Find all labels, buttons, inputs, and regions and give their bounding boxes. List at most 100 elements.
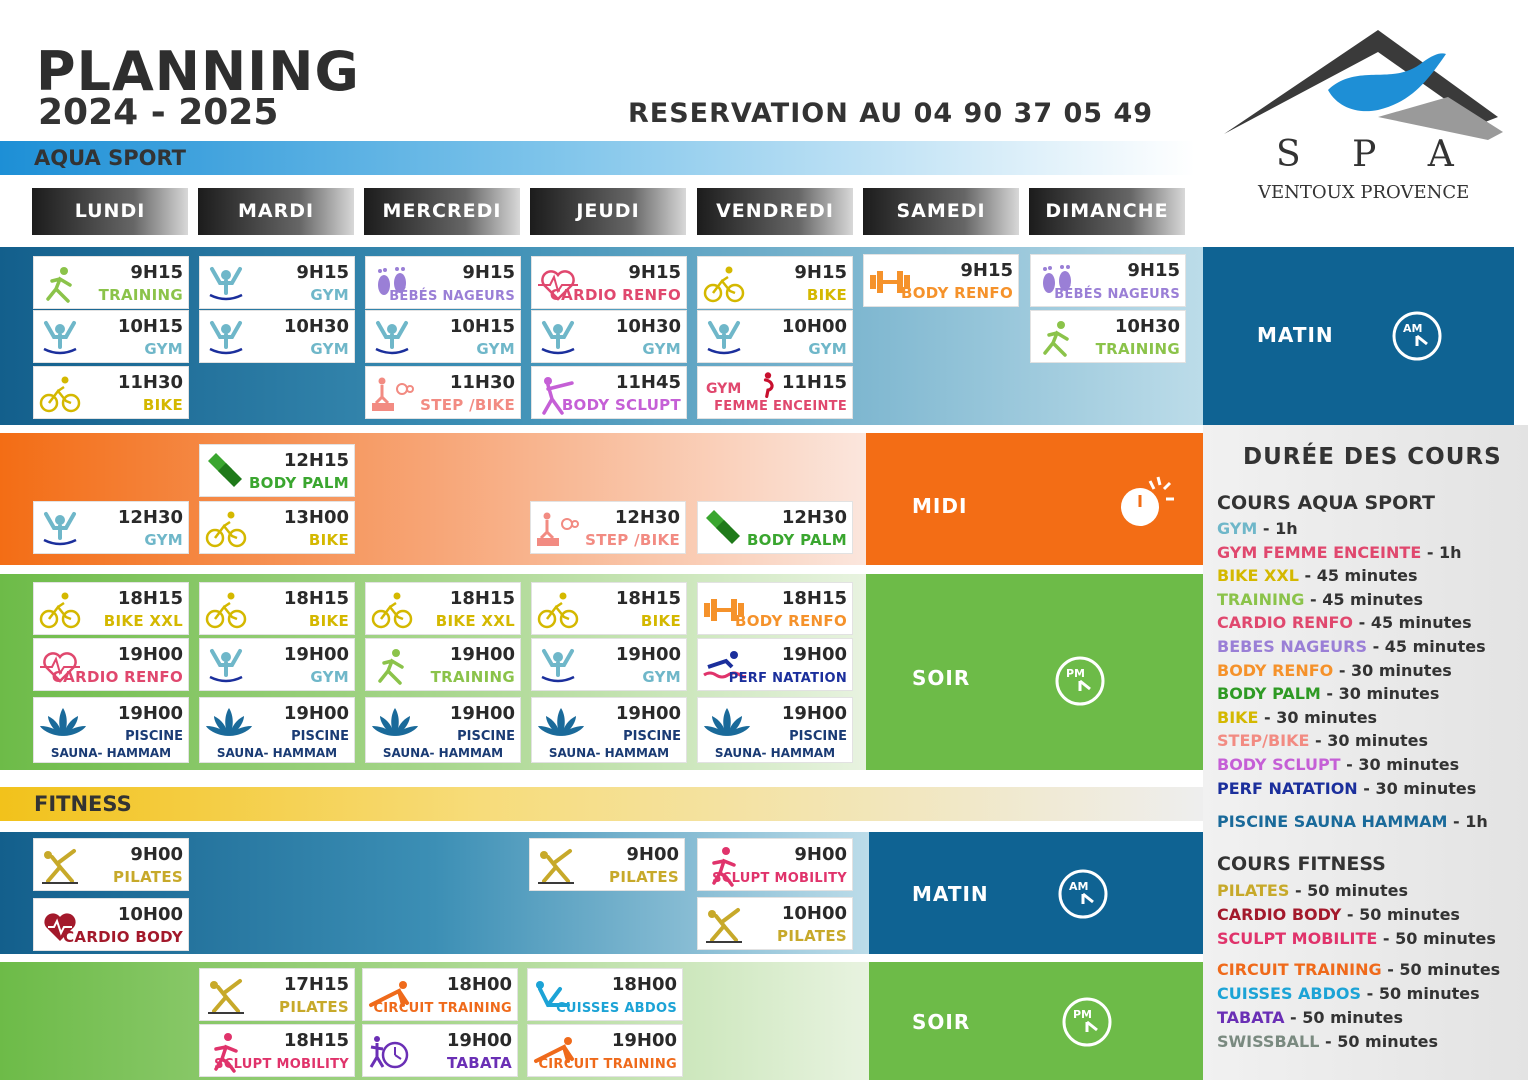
bike-icon xyxy=(38,373,82,415)
class-card: 9H15 BODY RENFO xyxy=(863,254,1019,307)
class-card: 11H30 BIKE xyxy=(33,366,189,419)
aqua-gym-icon xyxy=(204,645,248,687)
class-card: 18H00 CUISSES ABDOS xyxy=(527,968,683,1021)
class-name: CARDIO RENFO xyxy=(549,286,681,304)
class-card: 10H30 GYM xyxy=(199,310,355,363)
class-name: BODY RENFO xyxy=(901,284,1013,302)
pushup-icon xyxy=(532,1031,576,1073)
duration-course: CARDIO RENFO xyxy=(1217,613,1354,633)
reservation-phone: RESERVATION AU 04 90 37 05 49 xyxy=(628,98,1154,129)
page-title: PLANNING xyxy=(36,40,360,103)
duration-course: CUISSES ABDOS xyxy=(1217,984,1362,1003)
aqua-gym-icon xyxy=(204,263,248,305)
spa-line2: SAUNA- HAMMAM xyxy=(50,746,172,760)
class-card: 12H30 GYM xyxy=(33,501,189,554)
lotus-icon xyxy=(204,702,254,742)
class-name: BODY PALM xyxy=(248,474,349,492)
duration-value: - 30 minutes xyxy=(1357,778,1477,798)
class-card: 17H15 PILATES xyxy=(199,968,355,1021)
duration-course: BIKE XXL xyxy=(1217,566,1299,586)
heart-pulse-icon xyxy=(536,263,580,305)
class-time: 9H15 xyxy=(794,262,847,283)
duration-course: CARDIO BODY xyxy=(1217,905,1342,924)
class-time: 10H30 xyxy=(615,316,681,337)
class-time: 19H00 xyxy=(449,644,515,665)
class-card: 9H00 SCLUPT MOBILITY xyxy=(697,838,853,891)
class-card-spa: 19H00 PISCINE SAUNA- HAMMAM xyxy=(697,697,853,763)
class-name: CIRCUIT TRAINING xyxy=(538,1057,677,1072)
class-card: 18H15 BIKE xyxy=(531,582,687,635)
fins-icon xyxy=(702,508,746,550)
clock-pm-icon: PM xyxy=(1061,996,1113,1052)
duration-item: BIKE - 30 minutes xyxy=(1217,708,1377,727)
runner-icon xyxy=(38,263,82,305)
class-time: 9H15 xyxy=(296,262,349,283)
class-name: STEP /BIKE xyxy=(585,531,680,549)
swimmer-icon xyxy=(702,645,748,687)
label-fitness-matin: MATIN AM xyxy=(869,832,1203,954)
class-card: 10H00 CARDIO BODY xyxy=(33,898,189,951)
duration-item: SCULPT MOBILITE - 50 minutes xyxy=(1217,929,1496,948)
class-card: 9H15 GYM xyxy=(199,256,355,309)
period-midi-label: MIDI xyxy=(912,494,968,518)
class-time: 18H15 xyxy=(449,588,515,609)
class-card: 19H00 CIRCUIT TRAINING xyxy=(527,1024,683,1077)
class-card: 10H15 GYM xyxy=(33,310,189,363)
class-card: 18H00 CIRCUIT TRAINING xyxy=(362,968,518,1021)
class-time: 11H15 xyxy=(781,372,847,393)
duration-value: - 1h xyxy=(1421,542,1462,562)
class-card: 11H30 STEP /BIKE xyxy=(365,366,521,419)
duration-item: BODY RENFO - 30 minutes xyxy=(1217,661,1452,680)
duration-course: STEP/BIKE xyxy=(1217,731,1310,751)
class-time: 19H00 xyxy=(283,644,349,665)
dumbbell-icon xyxy=(702,589,746,631)
class-time: 12H30 xyxy=(781,507,847,528)
class-name: BÉBÉS NAGEURS xyxy=(1054,287,1180,302)
class-card: 9H15 BIKE xyxy=(697,256,853,309)
class-card: 19H00 PERF NATATION xyxy=(697,638,853,691)
day-mercredi: MERCREDI xyxy=(364,188,520,235)
label-aqua-midi: MIDI xyxy=(866,433,1203,565)
class-name: TRAINING xyxy=(430,668,515,686)
lotus-icon xyxy=(536,702,586,742)
class-time: 9H15 xyxy=(628,262,681,283)
aqua-duration-title: COURS AQUA SPORT xyxy=(1217,492,1435,514)
svg-text:PM: PM xyxy=(1066,667,1085,680)
class-time: 17H15 xyxy=(283,974,349,995)
clock-pm-icon: PM xyxy=(1054,655,1106,711)
class-name: BIKE xyxy=(308,612,349,630)
pilates-icon xyxy=(204,975,248,1017)
class-name: PILATES xyxy=(279,998,349,1016)
label-aqua-soir: SOIR PM xyxy=(866,574,1203,770)
duration-course: SCULPT MOBILITE xyxy=(1217,929,1378,948)
svg-text:PM: PM xyxy=(1073,1008,1092,1021)
class-name: CARDIO BODY xyxy=(63,928,183,946)
step-bike-icon xyxy=(370,373,414,415)
day-vendredi: VENDREDI xyxy=(697,188,853,235)
duration-value: - 45 minutes xyxy=(1298,566,1418,586)
class-name: SCLUPT MOBILITY xyxy=(712,871,847,886)
class-name: BIKE XXL xyxy=(435,612,515,630)
day-lundi: LUNDI xyxy=(32,188,188,235)
class-time: 11H30 xyxy=(117,372,183,393)
class-name: GYM xyxy=(808,340,847,358)
duration-value: - 1h xyxy=(1257,519,1298,538)
aqua-gym-icon xyxy=(38,317,82,359)
spa-line1: PISCINE xyxy=(125,729,183,744)
class-name: PILATES xyxy=(609,868,679,886)
duration-value: - 50 minutes xyxy=(1284,1008,1404,1027)
duration-course: BEBES NAGEURS xyxy=(1217,637,1368,656)
duration-course: PISCINE SAUNA HAMMAM xyxy=(1217,812,1448,832)
class-time: 18H15 xyxy=(283,588,349,609)
class-time: 10H30 xyxy=(1114,316,1180,337)
class-name: BODY SCLUPT xyxy=(561,396,681,414)
spa-line1: PISCINE xyxy=(457,729,515,744)
class-card: 9H00 PILATES xyxy=(529,838,685,891)
class-name: BIKE xyxy=(142,396,183,414)
aqua-gym-icon xyxy=(370,317,414,359)
class-time: 9H00 xyxy=(626,844,679,865)
fins-icon xyxy=(204,451,248,493)
aqua-gym-icon xyxy=(38,508,82,550)
fitness-duration-title: COURS FITNESS xyxy=(1217,853,1386,875)
duration-item: CARDIO RENFO - 45 minutes xyxy=(1217,613,1472,632)
